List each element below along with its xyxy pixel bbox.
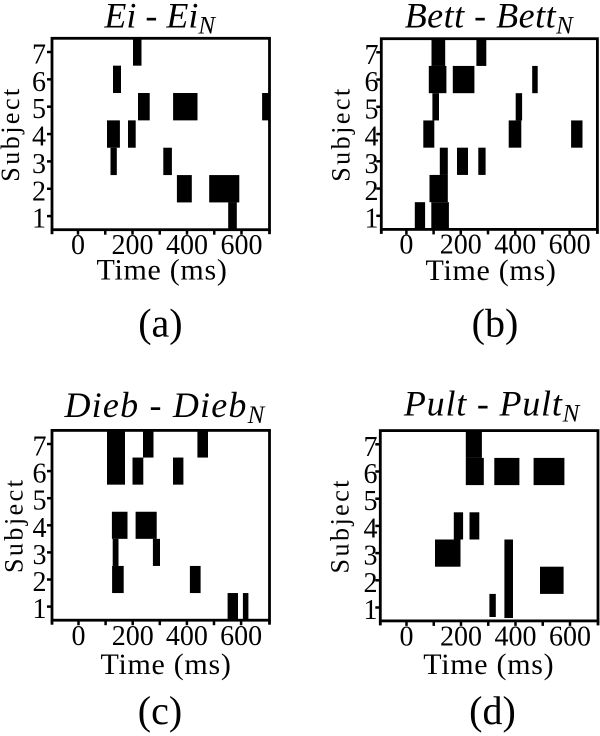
svg-text:6: 6 bbox=[365, 67, 379, 98]
svg-text:0: 0 bbox=[72, 621, 86, 652]
svg-text:0: 0 bbox=[400, 622, 414, 653]
svg-text:6: 6 bbox=[32, 67, 46, 98]
svg-text:1: 1 bbox=[32, 204, 46, 235]
svg-text:4: 4 bbox=[32, 122, 46, 153]
svg-text:Subject: Subject bbox=[326, 478, 355, 574]
svg-text:5: 5 bbox=[33, 486, 47, 517]
svg-text:600: 600 bbox=[220, 621, 262, 652]
svg-text:600: 600 bbox=[549, 230, 591, 261]
svg-text:3: 3 bbox=[364, 541, 378, 572]
svg-text:Ei - EiN: Ei - EiN bbox=[103, 0, 216, 40]
svg-text:200: 200 bbox=[440, 622, 482, 653]
svg-text:200: 200 bbox=[112, 230, 154, 261]
svg-text:(b): (b) bbox=[472, 301, 519, 346]
svg-text:600: 600 bbox=[221, 230, 263, 261]
svg-text:Time (ms): Time (ms) bbox=[100, 648, 231, 681]
svg-text:Bett - BettN: Bett - BettN bbox=[405, 0, 574, 40]
svg-text:Subject: Subject bbox=[0, 86, 25, 182]
svg-text:400: 400 bbox=[166, 621, 208, 652]
svg-text:400: 400 bbox=[494, 230, 536, 261]
svg-text:(a): (a) bbox=[138, 301, 182, 346]
svg-text:1: 1 bbox=[364, 595, 378, 626]
svg-text:3: 3 bbox=[33, 540, 47, 571]
svg-text:200: 200 bbox=[112, 621, 154, 652]
svg-text:Subject: Subject bbox=[0, 478, 29, 574]
svg-text:Subject: Subject bbox=[327, 86, 356, 182]
svg-text:4: 4 bbox=[364, 513, 378, 544]
svg-text:3: 3 bbox=[32, 149, 46, 180]
svg-text:200: 200 bbox=[440, 230, 482, 261]
svg-text:0: 0 bbox=[399, 230, 413, 261]
svg-text:6: 6 bbox=[33, 459, 47, 490]
svg-text:Time (ms): Time (ms) bbox=[96, 254, 227, 287]
svg-text:7: 7 bbox=[364, 432, 378, 463]
svg-text:(c): (c) bbox=[138, 688, 182, 733]
svg-text:0: 0 bbox=[71, 230, 85, 261]
svg-text:7: 7 bbox=[33, 432, 47, 463]
svg-text:3: 3 bbox=[365, 149, 379, 180]
svg-text:1: 1 bbox=[33, 594, 47, 625]
svg-text:(d): (d) bbox=[469, 688, 516, 733]
svg-text:Dieb - DiebN: Dieb - DiebN bbox=[63, 385, 265, 429]
svg-text:5: 5 bbox=[365, 94, 379, 125]
svg-text:6: 6 bbox=[364, 459, 378, 490]
svg-text:Time (ms): Time (ms) bbox=[423, 648, 554, 681]
svg-text:1: 1 bbox=[365, 203, 379, 234]
svg-text:400: 400 bbox=[166, 230, 208, 261]
svg-text:2: 2 bbox=[33, 567, 47, 598]
svg-text:4: 4 bbox=[33, 513, 47, 544]
svg-text:2: 2 bbox=[364, 568, 378, 599]
svg-text:2: 2 bbox=[365, 176, 379, 207]
svg-text:Time (ms): Time (ms) bbox=[425, 254, 556, 287]
svg-text:5: 5 bbox=[364, 486, 378, 517]
svg-text:Pult - PultN: Pult - PultN bbox=[403, 384, 581, 428]
svg-text:7: 7 bbox=[32, 40, 46, 71]
svg-text:7: 7 bbox=[365, 40, 379, 71]
svg-text:5: 5 bbox=[32, 94, 46, 125]
svg-text:2: 2 bbox=[32, 176, 46, 207]
svg-text:400: 400 bbox=[495, 622, 537, 653]
svg-text:600: 600 bbox=[549, 622, 591, 653]
svg-text:4: 4 bbox=[365, 122, 379, 153]
